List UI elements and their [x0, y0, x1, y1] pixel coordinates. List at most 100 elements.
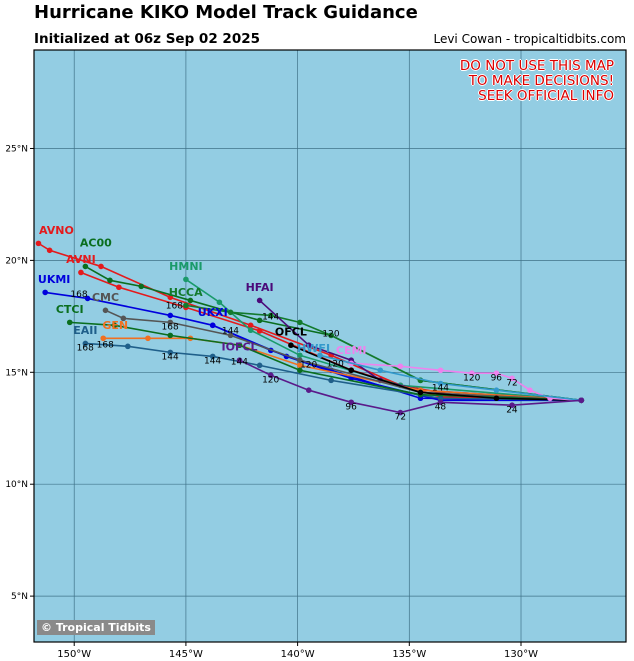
forecast-hour-label: 24	[506, 405, 518, 415]
track-point	[102, 307, 109, 314]
model-label: CEMI	[336, 344, 367, 357]
track-point	[236, 342, 243, 349]
track-point	[348, 399, 355, 406]
track-point	[66, 319, 73, 326]
track-point	[167, 319, 174, 326]
model-label: AC00	[80, 236, 112, 249]
track-point	[348, 367, 355, 374]
forecast-hour-label: 120	[322, 329, 339, 339]
model-label: EAII	[73, 324, 97, 337]
track-point	[509, 375, 515, 382]
warning-text: DO NOT USE THIS MAP TO MAKE DECISIONS! S…	[460, 59, 614, 104]
lat-tick-label: 5°N	[11, 592, 28, 602]
track-point	[527, 387, 533, 394]
track-point	[297, 362, 303, 369]
forecast-hour-label: 96	[491, 373, 503, 383]
model-label: HFAI	[246, 281, 274, 294]
track-point	[209, 353, 216, 360]
track-point	[209, 322, 216, 329]
lon-tick-label: 140°W	[281, 649, 315, 660]
init-time: Initialized at 06z Sep 02 2025	[34, 31, 260, 47]
track-line-iofcl	[239, 359, 582, 414]
track-point	[397, 363, 404, 370]
track-point	[305, 387, 312, 394]
track-point	[84, 295, 91, 302]
track-point	[417, 389, 424, 396]
track-point	[268, 372, 274, 379]
model-label: UKXI	[198, 306, 228, 319]
track-point	[256, 328, 263, 334]
forecast-hour-label: 144	[162, 352, 179, 362]
forecast-hour-label: 48	[435, 402, 447, 412]
lat-tick-label: 20°N	[5, 256, 28, 266]
forecast-hour-label: 72	[506, 378, 517, 388]
track-point	[167, 294, 174, 301]
track-point	[437, 367, 444, 374]
model-label: CTCI	[56, 303, 84, 316]
track-point	[297, 367, 303, 374]
track-point	[35, 240, 42, 247]
forecast-hour-label: 144	[204, 357, 221, 367]
track-point	[46, 247, 53, 254]
lat-tick-label: 25°N	[5, 144, 28, 154]
track-point	[578, 397, 585, 404]
track-point	[256, 297, 263, 304]
track-point	[183, 302, 189, 309]
forecast-hour-label: 144	[231, 357, 248, 367]
model-label: OFCL	[275, 326, 307, 339]
forecast-hour-label: 168	[70, 290, 87, 300]
forecast-hour-label: 120	[300, 360, 317, 370]
forecast-hour-label: 144	[432, 384, 449, 394]
label-layer: AVNO AVNI AC00 HMNI HCCA HFAI UKMI UKXI EAII GEN C…	[38, 224, 518, 423]
warning-line: TO MAKE DECISIONS!	[468, 73, 614, 89]
track-point	[42, 289, 48, 296]
forecast-hour-label: 168	[166, 302, 183, 312]
forecast-hour-label: 120	[463, 373, 480, 383]
track-point	[227, 332, 234, 339]
warning-line: SEEK OFFICIAL INFO	[478, 88, 614, 104]
track-point	[328, 332, 334, 339]
track-point	[437, 380, 444, 387]
track-point	[256, 362, 263, 369]
model-label: HWFI	[297, 342, 330, 355]
credit: Levi Cowan - tropicaltidbits.com	[433, 32, 626, 46]
track-point	[167, 332, 174, 339]
track-point	[116, 284, 122, 291]
track-point	[78, 269, 84, 276]
track-point	[268, 312, 274, 319]
model-label: HMNI	[169, 260, 202, 273]
track-point	[317, 352, 323, 359]
track-point	[236, 357, 243, 364]
forecast-hour-label: 168	[97, 340, 114, 350]
track-point	[377, 367, 384, 374]
track-point	[288, 342, 294, 349]
forecast-hour-label: 120	[327, 360, 344, 370]
track-point	[437, 399, 444, 406]
track-point	[256, 317, 263, 324]
track-point	[509, 402, 515, 409]
track-point	[297, 357, 303, 364]
model-label: CMC	[92, 291, 119, 304]
lon-tick-label: 130°W	[504, 649, 538, 660]
track-point	[328, 377, 334, 384]
lat-tick-label: 10°N	[5, 480, 28, 490]
track-point	[138, 283, 145, 290]
track-point	[216, 299, 223, 306]
track-point	[247, 327, 254, 334]
track-point	[145, 335, 151, 342]
lon-tick-label: 150°W	[57, 649, 91, 660]
track-point	[82, 340, 89, 347]
model-label: HCCA	[169, 286, 203, 299]
lon-tick-label: 135°W	[392, 649, 426, 660]
warning-line: DO NOT USE THIS MAP	[459, 58, 614, 74]
track-point	[297, 319, 303, 326]
track-point	[183, 276, 189, 283]
model-label: AVNI	[66, 253, 96, 266]
forecast-hour-label: 96	[345, 402, 357, 412]
track-point	[305, 342, 312, 349]
track-point	[111, 322, 118, 329]
forecast-hour-label: 168	[77, 344, 94, 354]
track-point	[107, 277, 113, 284]
track-point	[437, 395, 444, 402]
forecast-hour-label: 144	[222, 326, 239, 336]
